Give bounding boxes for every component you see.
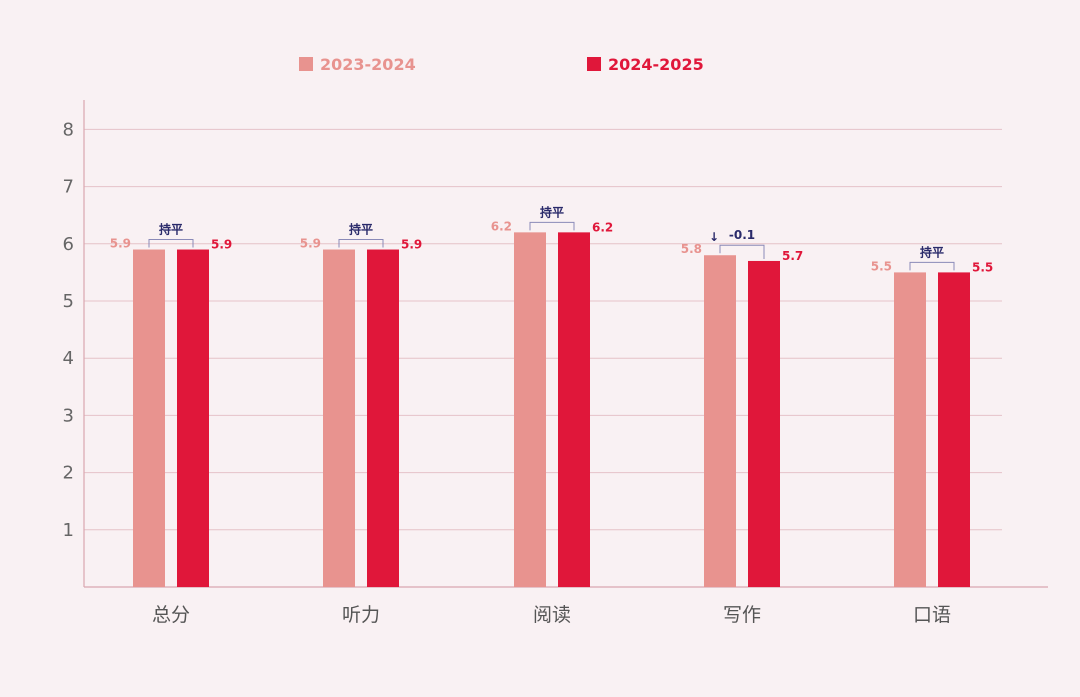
down-arrow-icon: ↓	[709, 230, 719, 244]
y-tick-label: 7	[63, 177, 74, 198]
y-tick-label: 3	[63, 405, 74, 426]
y-tick-labels: 1 2 3 4 5 6 7 8	[63, 119, 74, 540]
bar-2024-2025-3	[748, 260, 780, 587]
value-label-2024-2025: 5.5	[972, 260, 993, 274]
x-category-label: 总分	[152, 604, 190, 626]
x-category-label: 听力	[342, 604, 380, 626]
y-tick-label: 1	[63, 520, 74, 541]
value-label-2023-2024: 6.2	[491, 219, 512, 233]
bar-2023-2024-0	[133, 249, 165, 587]
value-label-2023-2024: 5.5	[871, 259, 892, 273]
x-category-labels: 总分 听力 阅读 写作 口语	[152, 604, 951, 626]
comparison-bracket	[338, 239, 384, 248]
comparison-bracket	[719, 244, 765, 259]
value-label-2024-2025: 5.7	[782, 249, 803, 263]
bar-2024-2025-0	[177, 249, 209, 587]
legend-label-2024-2025: 2024-2025	[608, 55, 704, 74]
value-label-2024-2025: 6.2	[592, 220, 613, 234]
value-label-2023-2024: 5.8	[681, 242, 702, 256]
bar-2024-2025-4	[938, 272, 970, 587]
bars	[133, 232, 970, 588]
comparison-annotation: 持平	[920, 244, 944, 259]
value-labels: 5.9 5.9 5.9 5.9 6.2 6.2 5.8 5.7 5.5 5.5	[110, 219, 994, 274]
comparison-bracket	[909, 261, 955, 271]
comparison-annotation: 持平	[159, 222, 183, 237]
legend-swatch-2023-2024	[299, 57, 313, 71]
legend-label-2023-2024: 2023-2024	[320, 55, 416, 74]
y-tick-label: 8	[63, 119, 74, 140]
bar-2023-2024-4	[894, 272, 926, 587]
comparison-annotation: 持平	[349, 222, 373, 237]
y-tick-label: 6	[63, 234, 74, 255]
comparison-bracket	[529, 221, 575, 231]
bar-2023-2024-1	[323, 249, 355, 587]
y-tick-label: 2	[63, 463, 74, 484]
legend: 2023-2024 2024-2025	[299, 55, 704, 74]
value-label-2024-2025: 5.9	[401, 238, 422, 252]
x-category-label: 阅读	[533, 604, 571, 626]
bar-2023-2024-2	[514, 232, 546, 588]
comparison-annotation: -0.1	[729, 228, 755, 242]
bar-2024-2025-2	[558, 232, 590, 588]
comparison-bracket	[148, 239, 194, 248]
y-tick-label: 5	[63, 291, 74, 312]
value-label-2023-2024: 5.9	[110, 237, 131, 251]
comparison-annotation: 持平	[540, 204, 564, 219]
bar-2023-2024-3	[704, 255, 736, 588]
y-tick-label: 4	[63, 348, 74, 369]
legend-swatch-2024-2025	[587, 57, 601, 71]
bar-2024-2025-1	[367, 249, 399, 587]
x-category-label: 口语	[913, 604, 951, 626]
value-label-2023-2024: 5.9	[300, 237, 321, 251]
x-category-label: 写作	[723, 604, 761, 626]
value-label-2024-2025: 5.9	[211, 238, 232, 252]
